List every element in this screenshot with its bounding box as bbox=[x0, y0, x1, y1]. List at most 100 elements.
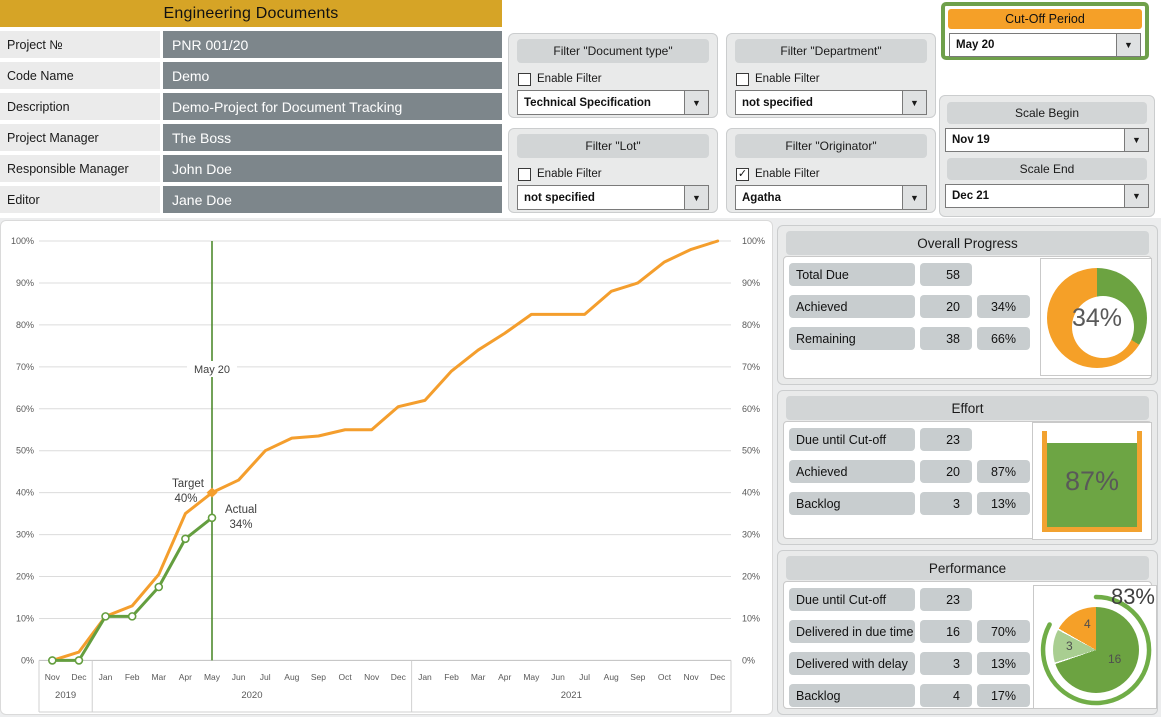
chevron-down-icon[interactable]: ▼ bbox=[685, 185, 709, 210]
filter-panel-document-type: Filter "Document type" Enable Filter Tec… bbox=[508, 33, 718, 118]
filter-title-department: Filter "Department" bbox=[735, 39, 927, 63]
svg-text:Jun: Jun bbox=[232, 672, 246, 682]
svg-text:40%: 40% bbox=[174, 493, 197, 505]
pie bbox=[1053, 607, 1139, 693]
info-value-project-manager: The Boss bbox=[163, 124, 502, 151]
kpi-label: Backlog bbox=[789, 492, 915, 515]
kpi-label: Backlog bbox=[789, 684, 915, 707]
svg-text:Jan: Jan bbox=[99, 672, 113, 682]
filter-panel-department: Filter "Department" Enable Filter not sp… bbox=[726, 33, 936, 118]
filter-dropdown-department[interactable]: not specified bbox=[735, 90, 903, 115]
info-label-project-manager: Project Manager bbox=[0, 124, 160, 151]
tank-percent-label: 87% bbox=[1064, 465, 1120, 496]
svg-text:2021: 2021 bbox=[561, 690, 582, 701]
pie-slice-label-delay: 3 bbox=[1066, 639, 1073, 653]
progress-line-chart: 0% 0% 10% 10% 20% 20% 30% 30% 40% 40% 50% 50% 60% 60%… bbox=[11, 236, 765, 713]
enable-filter-checkbox-document-type[interactable] bbox=[518, 72, 531, 86]
svg-text:Dec: Dec bbox=[391, 672, 407, 682]
svg-text:Jun: Jun bbox=[551, 672, 565, 682]
enable-filter-label: Enable Filter bbox=[537, 168, 602, 180]
svg-text:Sep: Sep bbox=[630, 672, 645, 682]
svg-text:90%: 90% bbox=[742, 278, 760, 288]
effort-tank-chart: 87% bbox=[1032, 422, 1152, 540]
effort-title: Effort bbox=[786, 396, 1149, 420]
kpi-label: Remaining bbox=[789, 327, 915, 350]
kpi-value: 4 bbox=[920, 684, 972, 707]
kpi-pct: 70% bbox=[977, 620, 1030, 643]
kpi-pct: 13% bbox=[977, 652, 1030, 675]
info-value-code-name: Demo bbox=[163, 62, 502, 89]
overall-progress-body: Total Due 58 Achieved 20 34% Remaining 3… bbox=[783, 256, 1152, 379]
scale-panel: Scale Begin Nov 19 ▼ Scale End Dec 21 ▼ bbox=[939, 95, 1155, 217]
svg-text:20%: 20% bbox=[742, 572, 760, 582]
kpi-label: Total Due bbox=[789, 263, 915, 286]
svg-text:20%: 20% bbox=[16, 572, 34, 582]
kpi-value: 23 bbox=[920, 428, 972, 451]
chevron-down-icon[interactable]: ▼ bbox=[1117, 33, 1141, 57]
kpi-label: Due until Cut-off bbox=[789, 428, 915, 451]
svg-text:Mar: Mar bbox=[471, 672, 486, 682]
info-value-responsible-manager: John Doe bbox=[163, 155, 502, 182]
svg-text:90%: 90% bbox=[16, 278, 34, 288]
kpi-label: Delivered with delay bbox=[789, 652, 915, 675]
filter-dropdown-document-type[interactable]: Technical Specification bbox=[517, 90, 685, 115]
performance-body: Due until Cut-off 23 Delivered in due ti… bbox=[783, 581, 1157, 709]
chevron-down-icon[interactable]: ▼ bbox=[685, 90, 709, 115]
svg-text:10%: 10% bbox=[16, 613, 34, 623]
svg-text:80%: 80% bbox=[16, 320, 34, 330]
tank-outline bbox=[1042, 431, 1142, 532]
svg-text:Nov: Nov bbox=[684, 672, 700, 682]
chevron-down-icon[interactable]: ▼ bbox=[903, 90, 927, 115]
chevron-down-icon[interactable]: ▼ bbox=[1125, 184, 1149, 208]
cutoff-period-panel: Cut-Off Period May 20 ▼ bbox=[941, 2, 1149, 60]
filter-dropdown-originator[interactable]: Agatha bbox=[735, 185, 903, 210]
kpi-value: 3 bbox=[920, 652, 972, 675]
svg-text:30%: 30% bbox=[742, 530, 760, 540]
info-label-description: Description bbox=[0, 93, 160, 120]
svg-text:Nov: Nov bbox=[45, 672, 61, 682]
chevron-down-icon[interactable]: ▼ bbox=[903, 185, 927, 210]
kpi-value: 23 bbox=[920, 588, 972, 611]
svg-text:Jul: Jul bbox=[579, 672, 590, 682]
kpi-value: 20 bbox=[920, 295, 972, 318]
info-value-description: Demo-Project for Document Tracking bbox=[163, 93, 502, 120]
info-value-project-no: PNR 001/20 bbox=[163, 31, 502, 58]
cutoff-period-dropdown[interactable]: May 20 bbox=[949, 33, 1117, 57]
scale-end-dropdown[interactable]: Dec 21 bbox=[945, 184, 1125, 208]
svg-text:40%: 40% bbox=[16, 488, 34, 498]
pie-percent-label: 83% bbox=[1110, 584, 1155, 609]
chevron-down-icon[interactable]: ▼ bbox=[1125, 128, 1149, 152]
enable-filter-checkbox-lot[interactable] bbox=[518, 167, 531, 181]
scale-begin-dropdown[interactable]: Nov 19 bbox=[945, 128, 1125, 152]
performance-title: Performance bbox=[786, 556, 1149, 580]
svg-text:Feb: Feb bbox=[125, 672, 140, 682]
donut-percent-label: 34% bbox=[1071, 303, 1123, 332]
kpi-value: 38 bbox=[920, 327, 972, 350]
svg-text:0%: 0% bbox=[21, 655, 34, 665]
performance-pie-chart: 83% 4 3 16 bbox=[1033, 584, 1157, 709]
info-label-responsible-manager: Responsible Manager bbox=[0, 155, 160, 182]
filter-panel-lot: Filter "Lot" Enable Filter not specified… bbox=[508, 128, 718, 213]
enable-filter-checkbox-department[interactable] bbox=[736, 72, 749, 86]
info-value-editor: Jane Doe bbox=[163, 186, 502, 213]
svg-text:May: May bbox=[523, 672, 540, 682]
filter-dropdown-lot[interactable]: not specified bbox=[517, 185, 685, 210]
kpi-label: Achieved bbox=[789, 460, 915, 483]
svg-text:50%: 50% bbox=[742, 446, 760, 456]
kpi-value: 16 bbox=[920, 620, 972, 643]
enable-filter-label: Enable Filter bbox=[537, 73, 602, 85]
svg-text:Aug: Aug bbox=[604, 672, 619, 682]
info-label-project-no: Project № bbox=[0, 31, 160, 58]
filter-title-originator: Filter "Originator" bbox=[735, 134, 927, 158]
info-label-editor: Editor bbox=[0, 186, 160, 213]
svg-text:70%: 70% bbox=[16, 362, 34, 372]
enable-filter-checkbox-originator[interactable]: ✓ bbox=[736, 167, 749, 181]
enable-filter-label: Enable Filter bbox=[755, 73, 820, 85]
svg-text:Actual: Actual bbox=[225, 504, 257, 516]
pie-progress-arc bbox=[1040, 594, 1152, 706]
effort-panel: Effort Due until Cut-off 23 Achieved 20 … bbox=[777, 390, 1158, 545]
svg-text:2020: 2020 bbox=[241, 690, 262, 701]
svg-text:Apr: Apr bbox=[498, 672, 511, 682]
scale-end-title: Scale End bbox=[947, 158, 1147, 180]
